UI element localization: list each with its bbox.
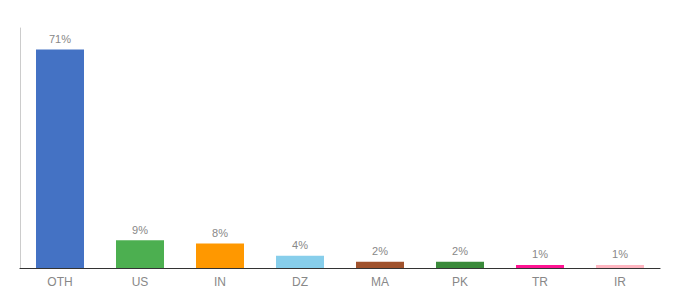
svg-text:MA: MA <box>371 275 389 289</box>
svg-text:PK: PK <box>452 275 468 289</box>
svg-text:IN: IN <box>214 275 226 289</box>
svg-text:OTH: OTH <box>47 275 72 289</box>
svg-text:IR: IR <box>614 275 626 289</box>
svg-text:2%: 2% <box>452 245 468 257</box>
svg-text:TR: TR <box>532 275 548 289</box>
svg-text:71%: 71% <box>49 33 71 45</box>
svg-text:9%: 9% <box>132 224 148 236</box>
svg-text:2%: 2% <box>372 245 388 257</box>
svg-text:1%: 1% <box>532 248 548 260</box>
svg-text:4%: 4% <box>292 239 308 251</box>
svg-text:DZ: DZ <box>292 275 308 289</box>
svg-text:8%: 8% <box>212 227 228 239</box>
svg-text:1%: 1% <box>612 248 628 260</box>
svg-text:US: US <box>132 275 149 289</box>
